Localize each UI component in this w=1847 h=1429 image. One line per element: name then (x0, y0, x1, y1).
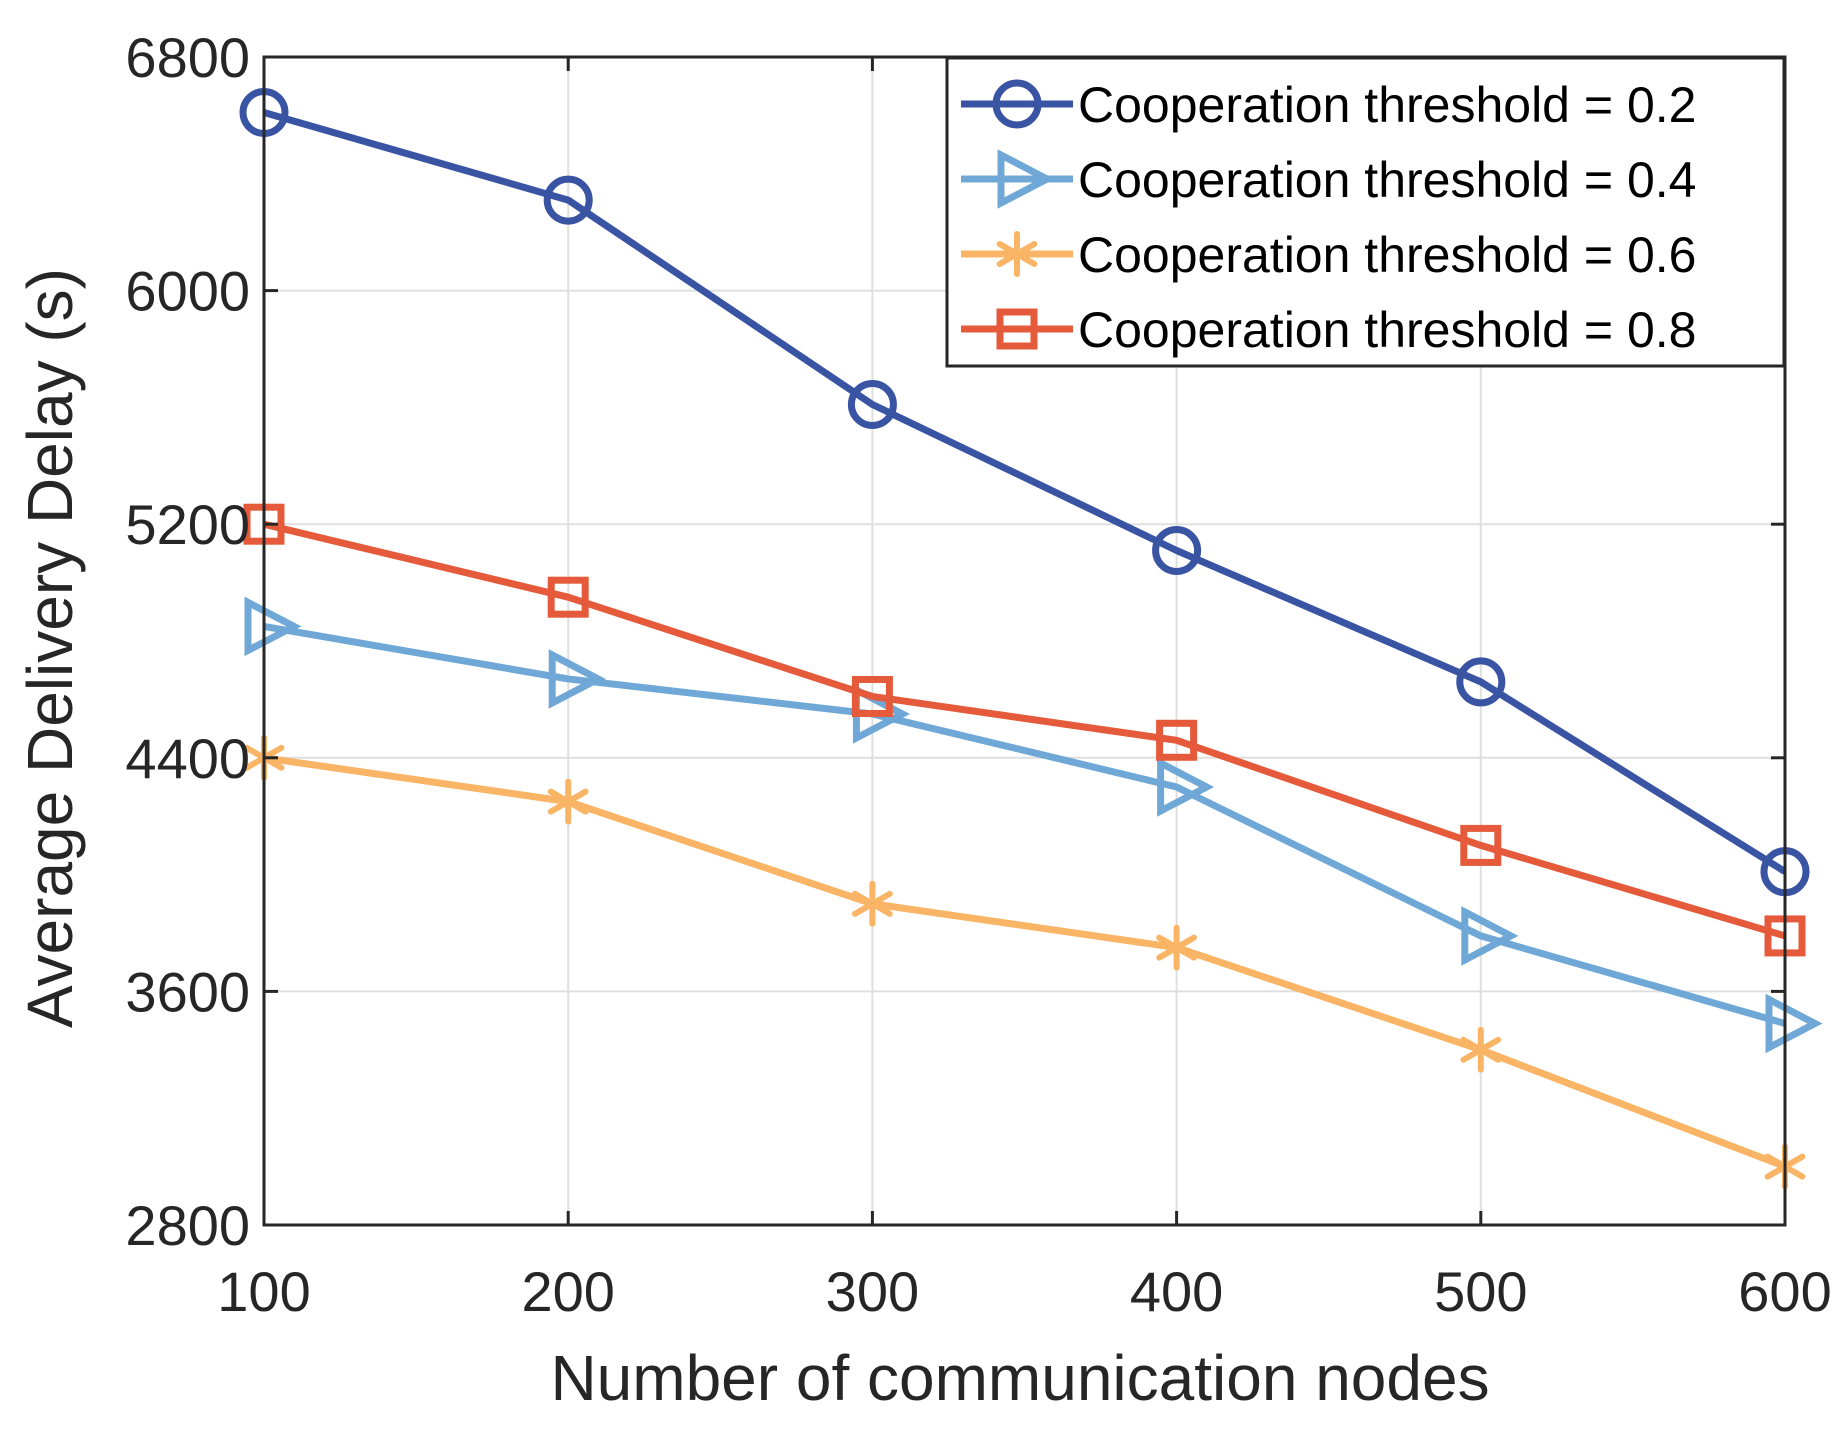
data-point (543, 175, 593, 225)
legend-marker (992, 79, 1042, 129)
y-tick-label: 4400 (125, 727, 250, 790)
asterisk-stroke (547, 788, 589, 815)
asterisk-stroke (996, 241, 1038, 267)
legend-entry: Cooperation threshold = 0.6 (961, 227, 1696, 283)
data-point (1157, 757, 1215, 817)
legend-label: Cooperation threshold = 0.8 (1078, 302, 1696, 358)
data-point (1460, 824, 1502, 866)
legend: Cooperation threshold = 0.2 Cooperation t… (945, 56, 1786, 368)
data-point (1461, 906, 1519, 966)
x-tick-label: 100 (217, 1260, 310, 1323)
series-2 (244, 596, 1823, 1054)
x-tick-label: 500 (1434, 1260, 1527, 1323)
asterisk-stroke (1156, 934, 1197, 961)
data-point (1765, 993, 1823, 1054)
data-point (847, 379, 897, 429)
data-point (548, 649, 606, 709)
y-tick-label: 6800 (125, 26, 250, 89)
y-tick-label: 2800 (125, 1194, 250, 1257)
asterisk-stroke (852, 890, 893, 917)
legend-marker (996, 308, 1038, 350)
x-tick-label: 200 (521, 1260, 614, 1323)
y-tick-label: 3600 (125, 960, 250, 1023)
series-line (263, 520, 1786, 940)
legend-marker (996, 231, 1038, 277)
y-tick-label: 6000 (125, 260, 250, 323)
x-tick-label: 600 (1738, 1260, 1831, 1323)
legend-entry: Cooperation threshold = 0.8 (961, 302, 1696, 358)
legend-label: Cooperation threshold = 0.6 (1078, 227, 1696, 283)
series-1 (239, 87, 1810, 897)
data-point (1460, 1026, 1502, 1073)
series-line (263, 754, 1787, 1170)
data-point (244, 596, 302, 657)
data-point (1152, 525, 1202, 575)
y-axis-title: Average Delivery Delay (s) (14, 268, 86, 1028)
series-3 (243, 734, 1806, 1190)
data-point (852, 880, 893, 927)
legend-entry: Cooperation threshold = 0.2 (961, 77, 1696, 133)
y-tick-label: 5200 (125, 493, 250, 556)
data-point (851, 675, 893, 717)
series-line (263, 622, 1786, 1027)
legend-box (945, 56, 1786, 368)
legend-label: Cooperation threshold = 0.4 (1078, 152, 1696, 208)
legend-label: Cooperation threshold = 0.2 (1078, 77, 1696, 133)
legend-entry: Cooperation threshold = 0.4 (961, 149, 1696, 209)
data-point (1156, 719, 1198, 761)
x-tick-label: 400 (1130, 1260, 1223, 1323)
data-point (1456, 657, 1506, 707)
x-axis-title: Number of communication nodes (550, 1342, 1489, 1414)
legend-marker (997, 149, 1055, 209)
tick-labels: 100 200 300 400 500 600 2800 3600 4400 5200 6000 68… (125, 26, 1831, 1323)
data-point (1156, 924, 1197, 971)
data-point (547, 576, 589, 618)
asterisk-stroke (1460, 1036, 1502, 1063)
x-tick-label: 300 (826, 1260, 919, 1323)
series-line (263, 109, 1787, 875)
data-point (547, 778, 589, 825)
